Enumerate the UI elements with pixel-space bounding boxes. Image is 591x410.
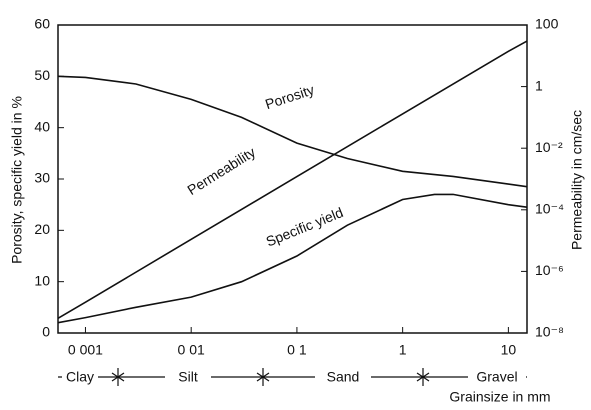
y-axis-label: Porosity, specific yield in %: [9, 96, 25, 264]
y2-tick-label: 10⁻²: [535, 139, 563, 155]
y2-tick-label: 10⁻⁸: [535, 324, 564, 340]
y2-tick-label: 1: [535, 77, 543, 93]
series-line: [57, 40, 528, 319]
y-tick-label: 40: [34, 118, 50, 134]
x-tick-label: 1: [399, 342, 407, 358]
y-tick-label: 60: [34, 16, 50, 32]
y2-tick-label: 10⁻⁶: [535, 262, 564, 278]
y2-axis-label: Permeability in cm/sec: [569, 110, 585, 250]
x-tick-label: 0 001: [68, 342, 103, 358]
y-tick-label: 10: [34, 272, 50, 288]
series-label: Specific yield: [264, 204, 346, 249]
class-label: Silt: [178, 369, 198, 385]
x-axis-label: Grainsize in mm: [449, 389, 550, 405]
label-bg: [62, 368, 98, 386]
series-label: Permeability: [184, 144, 258, 198]
y-tick-label: 30: [34, 170, 50, 186]
class-ruler: [58, 368, 527, 386]
x-tick-label: 0 1: [287, 342, 307, 358]
y-tick-label: 20: [34, 221, 50, 237]
class-label: Clay: [66, 369, 94, 385]
label-bg: [315, 368, 371, 386]
y2-tick-label: 10⁻⁴: [535, 201, 564, 217]
series-line: [57, 75, 528, 188]
class-label: Sand: [327, 369, 360, 385]
y2-tick-label: 100: [535, 16, 559, 32]
label-bg: [468, 368, 526, 386]
series-label: Porosity: [263, 81, 316, 112]
x-tick-label: 0 01: [178, 342, 205, 358]
class-label: Gravel: [476, 369, 517, 385]
y-tick-label: 50: [34, 67, 50, 83]
series-line: [57, 193, 528, 324]
y-tick-label: 0: [42, 324, 50, 340]
label-bg: [165, 368, 211, 386]
x-tick-label: 10: [501, 342, 517, 358]
